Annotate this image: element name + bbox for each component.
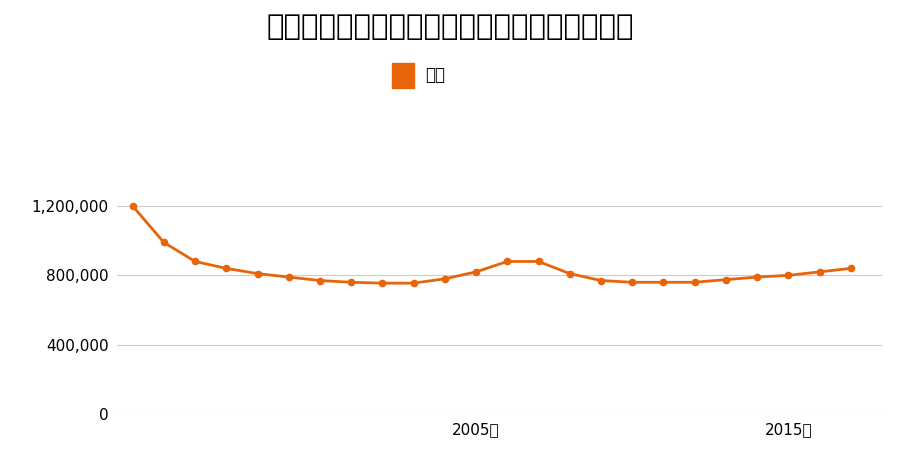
Text: 東京都杉並区上荷一丁目４８番１０の地価推移: 東京都杉並区上荷一丁目４８番１０の地価推移 [266,14,634,41]
Text: 価格: 価格 [425,66,445,85]
